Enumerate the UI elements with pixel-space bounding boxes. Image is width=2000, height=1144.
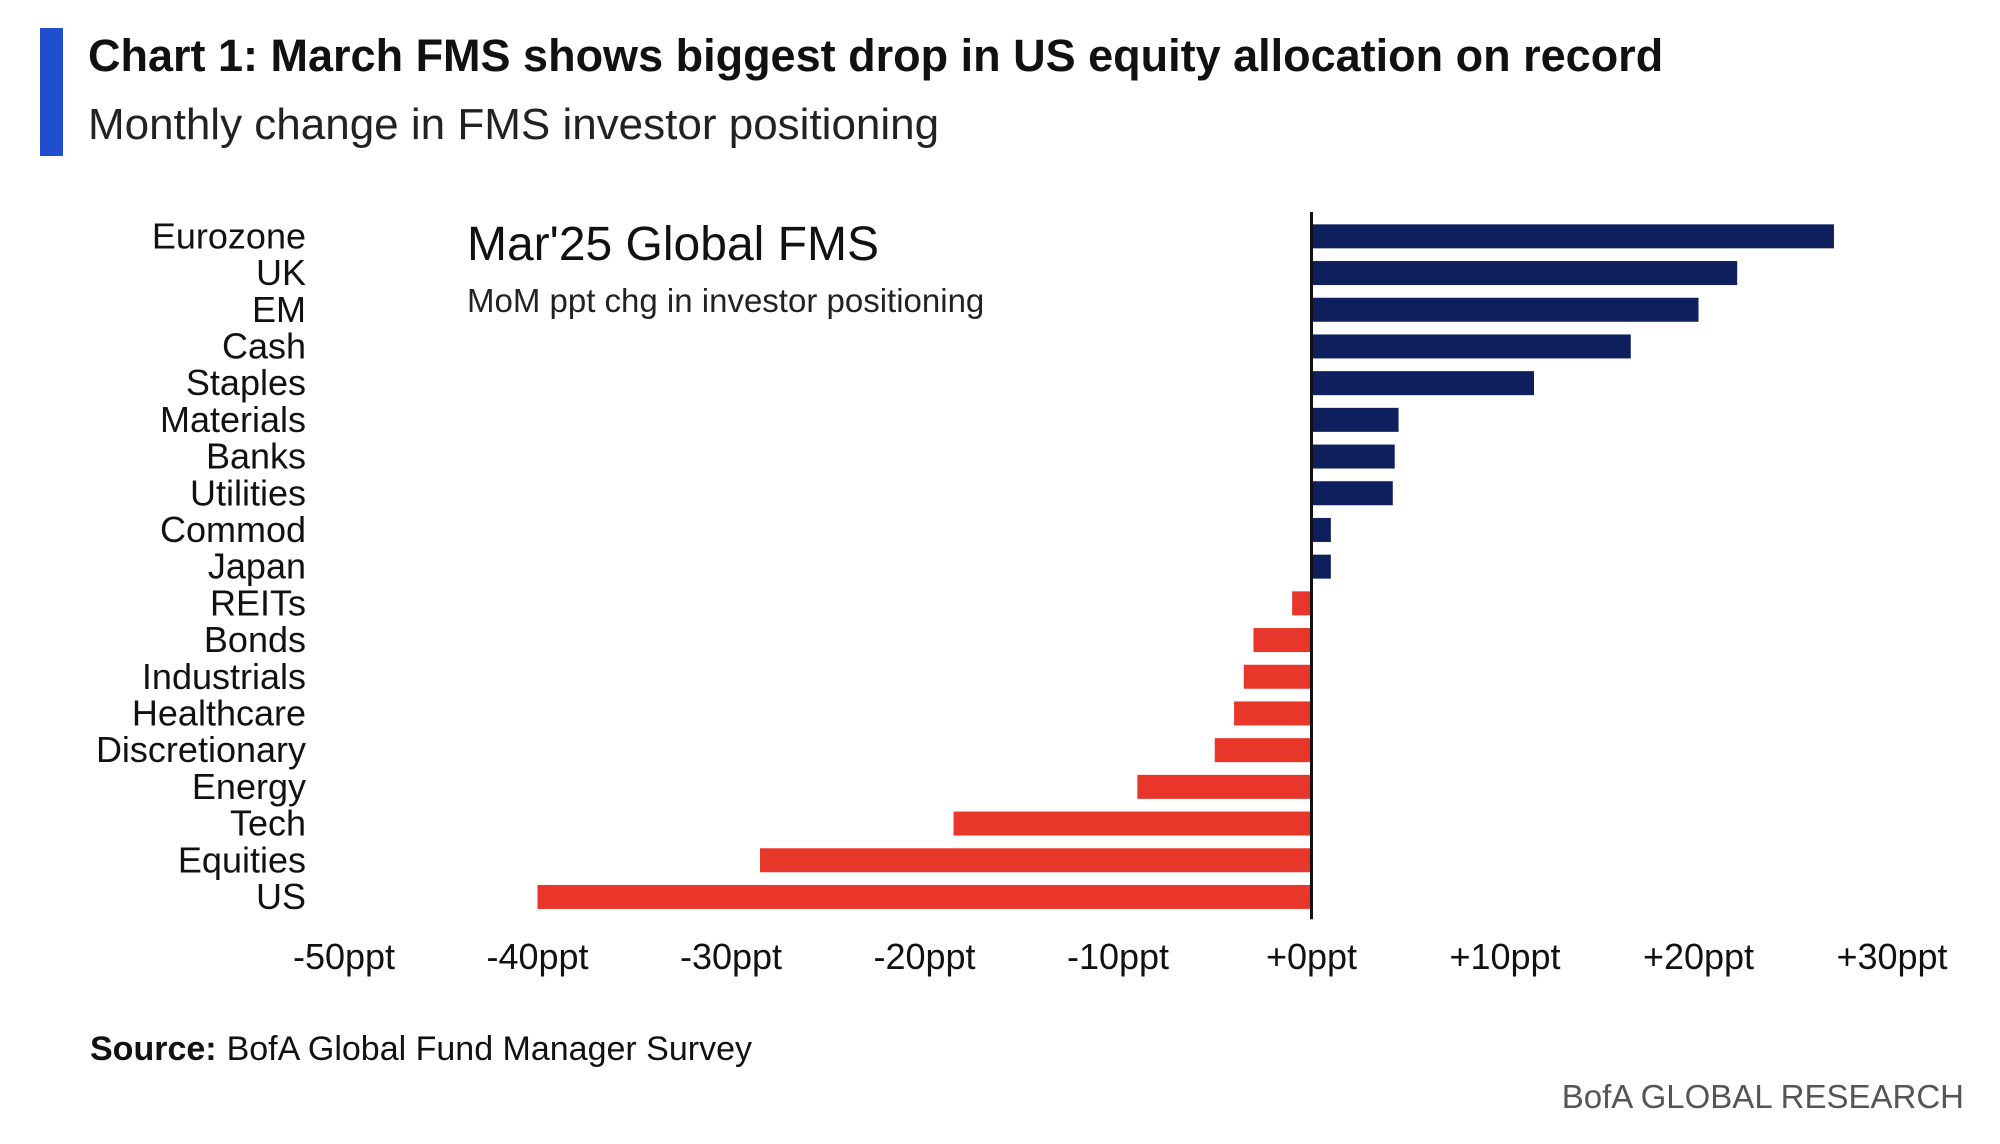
bar-bonds: [1253, 628, 1312, 653]
x-axis-tick-labels: -50ppt -40ppt -30ppt -20ppt -10ppt +0ppt +10pp…: [293, 936, 1948, 977]
x-tick-label: +0ppt: [1266, 936, 1357, 977]
bar-reits: [1292, 591, 1312, 616]
chart-subtitle: Monthly change in FMS investor positioni…: [88, 100, 940, 149]
bar-em: [1311, 297, 1699, 322]
category-label-banks: Banks: [206, 436, 306, 477]
chart-title: Chart 1: March FMS shows biggest drop in…: [88, 30, 1664, 81]
bar-staples: [1311, 371, 1535, 396]
bar-cash: [1311, 334, 1631, 359]
category-label-healthcare: Healthcare: [132, 692, 306, 733]
x-tick-label: +10ppt: [1449, 936, 1560, 977]
bar-tech: [953, 811, 1312, 836]
category-label-bonds: Bonds: [204, 619, 306, 660]
bar-uk: [1311, 261, 1738, 286]
bar-us: [537, 884, 1312, 909]
category-label-discretionary: Discretionary: [96, 729, 306, 770]
bar-equities: [760, 848, 1312, 873]
bar-banks: [1311, 444, 1395, 469]
bar-eurozone: [1311, 224, 1834, 249]
source-label: Source:: [90, 1030, 217, 1068]
x-tick-label: -20ppt: [873, 936, 975, 977]
category-label-uk: UK: [256, 252, 306, 293]
bar-japan: [1311, 554, 1331, 579]
source-note: Source: BofA Global Fund Manager Survey: [90, 1030, 752, 1069]
bar-discretionary: [1214, 738, 1312, 763]
category-label-reits: REITs: [210, 582, 306, 623]
bar-commod: [1311, 517, 1331, 542]
title-accent-bar: [40, 28, 63, 156]
x-tick-label: -30ppt: [680, 936, 782, 977]
category-label-us: US: [256, 876, 306, 917]
bar-materials: [1311, 407, 1399, 432]
category-label-tech: Tech: [230, 803, 306, 844]
category-label-materials: Materials: [160, 399, 306, 440]
category-label-utilities: Utilities: [190, 472, 306, 513]
bars-group: [537, 224, 1834, 909]
category-labels: EurozoneUKEMCashStaplesMaterialsBanksUti…: [96, 215, 306, 917]
category-label-staples: Staples: [186, 362, 306, 403]
category-label-em: EM: [252, 289, 306, 330]
annotation-title: Mar'25 Global FMS: [467, 218, 879, 271]
brand-label: BofA GLOBAL RESEARCH: [1561, 1078, 1964, 1115]
category-label-industrials: Industrials: [142, 656, 306, 697]
x-tick-label: -10ppt: [1067, 936, 1169, 977]
category-label-commod: Commod: [160, 509, 306, 550]
x-tick-label: +30ppt: [1836, 936, 1947, 977]
category-label-equities: Equities: [178, 839, 306, 880]
annotation-subtitle: MoM ppt chg in investor positioning: [467, 282, 984, 319]
x-tick-label: +20ppt: [1643, 936, 1754, 977]
category-label-energy: Energy: [192, 766, 306, 807]
bar-utilities: [1311, 481, 1393, 506]
category-label-cash: Cash: [222, 325, 306, 366]
category-label-japan: Japan: [208, 546, 306, 587]
bar-healthcare: [1234, 701, 1312, 726]
x-tick-label: -50ppt: [293, 936, 395, 977]
bar-industrials: [1243, 664, 1312, 689]
x-tick-label: -40ppt: [486, 936, 588, 977]
category-label-eurozone: Eurozone: [152, 215, 306, 256]
bar-energy: [1137, 774, 1312, 799]
source-text: BofA Global Fund Manager Survey: [226, 1030, 752, 1068]
